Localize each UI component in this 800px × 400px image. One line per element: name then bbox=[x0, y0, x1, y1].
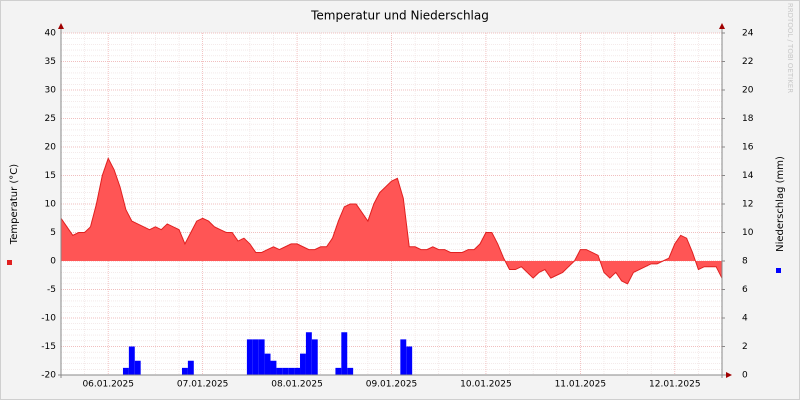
axis-arrow bbox=[719, 23, 725, 29]
x-tick-label: 11.01.2025 bbox=[555, 380, 607, 390]
x-tick-label: 10.01.2025 bbox=[460, 380, 512, 390]
y2-tick-label: 6 bbox=[742, 285, 748, 295]
x-tick-label: 06.01.2025 bbox=[82, 380, 134, 390]
watermark: RRDTOOL / TOBI OETIKER bbox=[786, 3, 794, 93]
precipitation-bar bbox=[400, 339, 407, 375]
y-tick-label: -10 bbox=[41, 314, 56, 324]
y2-tick-label: 24 bbox=[742, 29, 754, 39]
x-tick-label: 07.01.2025 bbox=[177, 380, 229, 390]
precipitation-bar bbox=[305, 332, 312, 375]
y-tick-label: -5 bbox=[47, 285, 56, 295]
temperature-line bbox=[60, 157, 723, 285]
precipitation-bar bbox=[282, 367, 289, 375]
precipitation-bar bbox=[335, 367, 342, 375]
precipitation-bar bbox=[288, 367, 295, 375]
axis-arrow bbox=[58, 23, 64, 29]
precipitation-bar bbox=[128, 346, 135, 375]
axis-arrow bbox=[726, 372, 732, 378]
precipitation-bar bbox=[347, 367, 354, 375]
y-tick-label: 40 bbox=[45, 29, 57, 39]
precipitation-bar bbox=[258, 339, 265, 375]
precipitation-bar bbox=[300, 353, 306, 375]
y-tick-label: 15 bbox=[45, 171, 56, 181]
precipitation-bar bbox=[311, 339, 318, 375]
y-tick-label: 10 bbox=[45, 200, 57, 210]
y2-tick-label: 0 bbox=[742, 371, 748, 381]
legend-swatch bbox=[7, 260, 12, 265]
y2-tick-label: 20 bbox=[742, 86, 754, 96]
chart-title: Temperatur und Niederschlag bbox=[310, 9, 489, 23]
y-tick-label: -15 bbox=[41, 342, 56, 352]
precipitation-bar bbox=[406, 346, 413, 375]
y2-tick-label: 18 bbox=[742, 114, 754, 124]
y-tick-label: 20 bbox=[45, 143, 57, 153]
y-tick-label: 0 bbox=[50, 257, 56, 267]
y2-tick-label: 14 bbox=[742, 171, 754, 181]
precipitation-bar bbox=[276, 367, 283, 375]
legend-swatch bbox=[776, 268, 781, 273]
y-tick-label: 5 bbox=[50, 228, 56, 238]
y2-tick-label: 4 bbox=[742, 314, 748, 324]
y-tick-label: 25 bbox=[45, 114, 56, 124]
y-tick-label: -20 bbox=[41, 371, 56, 381]
precipitation-bar bbox=[134, 360, 141, 375]
y2-tick-label: 22 bbox=[742, 57, 753, 67]
precipitation-bar bbox=[122, 367, 129, 375]
x-tick-label: 12.01.2025 bbox=[649, 380, 701, 390]
precipitation-bar bbox=[341, 332, 348, 375]
temperature-area bbox=[61, 158, 722, 284]
precipitation-bar bbox=[270, 360, 277, 375]
x-tick-label: 08.01.2025 bbox=[271, 380, 323, 390]
precipitation-bar bbox=[294, 367, 301, 375]
precipitation-bar bbox=[252, 339, 259, 375]
y-tick-label: 30 bbox=[45, 86, 57, 96]
y-tick-label: 35 bbox=[45, 57, 56, 67]
x-tick-label: 09.01.2025 bbox=[366, 380, 418, 390]
y2-tick-label: 12 bbox=[742, 200, 753, 210]
y2-tick-label: 16 bbox=[742, 143, 754, 153]
precipitation-bar bbox=[187, 360, 194, 375]
y2-tick-label: 10 bbox=[742, 228, 754, 238]
y2-axis-title: Niederschlag (mm) bbox=[775, 156, 786, 252]
y2-tick-label: 8 bbox=[742, 257, 748, 267]
precipitation-bar bbox=[264, 353, 271, 375]
precipitation-bar bbox=[246, 339, 253, 375]
y-axis-title: Temperatur (°C) bbox=[9, 164, 20, 245]
y2-tick-label: 2 bbox=[742, 342, 748, 352]
precipitation-bar bbox=[181, 367, 188, 375]
